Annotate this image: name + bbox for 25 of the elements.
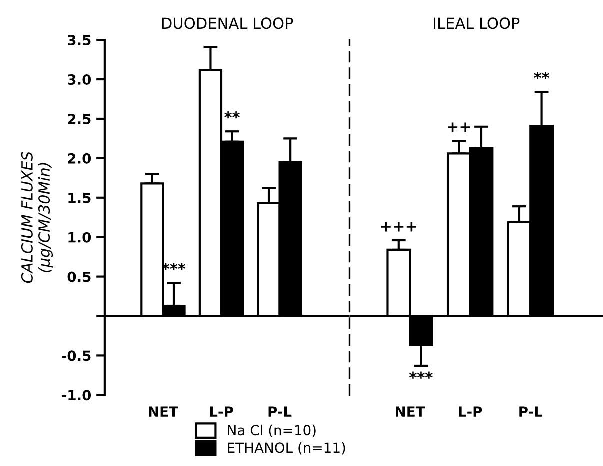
legend-label: Na Cl (n=10) — [228, 424, 316, 438]
y-tick-label: 1.0 — [68, 232, 92, 243]
chart-title: ILEAL LOOP — [434, 18, 520, 30]
y-tick-label: 3.5 — [68, 35, 91, 46]
y-axis-title: CALCIUM FLUXES (μg/CM/30Min) — [21, 152, 54, 284]
y-tick-label: -1.0 — [62, 390, 92, 401]
y-tick-label: 3.0 — [68, 74, 92, 86]
y-tick-label: 2.5 — [68, 114, 91, 124]
annotation: ** — [224, 112, 240, 119]
annotation: +++ — [381, 222, 416, 232]
annotation: ++ — [448, 122, 470, 132]
legend-label: ETHANOL (n=11) — [228, 442, 346, 455]
x-tick-label: NET — [149, 406, 178, 417]
chart-title: DUODENAL LOOP — [162, 18, 294, 30]
annotation: *** — [410, 372, 433, 379]
y-tick-label: 2.0 — [68, 153, 92, 164]
x-tick-label: P-L — [268, 406, 292, 417]
y-tick-label: -0.5 — [62, 350, 91, 362]
x-tick-label: L-P — [210, 406, 234, 417]
x-tick-label: P-L — [520, 406, 543, 417]
x-tick-label: L-P — [459, 406, 482, 417]
y-tick-label: 1.5 — [68, 193, 91, 204]
annotation: ** — [534, 72, 550, 80]
y-tick-label: 0.5 — [68, 272, 91, 282]
x-tick-label: NET — [396, 406, 426, 417]
